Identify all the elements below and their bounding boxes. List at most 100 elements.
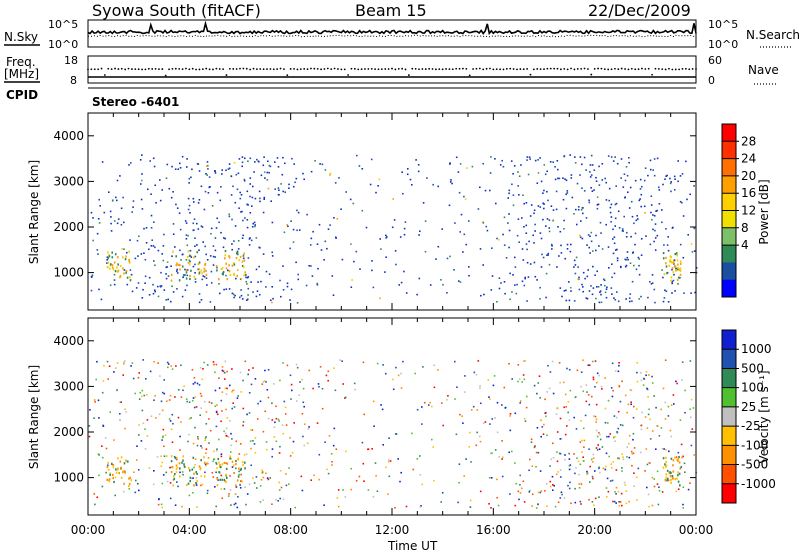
echo-point [171,255,173,257]
echo-point [592,477,594,480]
echo-point [340,208,342,210]
echo-point [559,417,562,420]
echo-point [318,478,320,481]
echo-point [647,461,650,464]
echo-point [240,480,242,482]
echo-point [630,235,632,238]
echo-point [653,158,656,160]
echo-point [612,238,614,240]
echo-point [552,489,554,491]
echo-point [672,271,675,274]
echo-point [679,467,682,470]
echo-point [169,482,172,484]
echo-point [463,475,465,477]
echo-point [631,464,633,467]
echo-point [160,455,162,457]
echo-point [596,381,598,384]
echo-point [580,483,583,485]
echo-point [105,471,107,474]
nsky-label: N.Sky [4,30,38,44]
nave-point [380,68,383,70]
echo-point [155,202,157,204]
echo-point [265,472,267,475]
echo-point [242,265,245,269]
echo-point [582,390,585,393]
echo-point [619,424,622,426]
echo-point [170,460,173,463]
echo-point [280,295,282,298]
echo-point [124,258,127,261]
echo-point [649,168,652,171]
echo-point [328,435,331,437]
echo-point [153,289,156,291]
echo-point [129,476,132,479]
echo-point [196,444,199,447]
echo-point [449,162,451,164]
echo-point [630,450,633,453]
echo-point [200,445,202,447]
echo-point [610,203,613,206]
echo-point [673,259,676,262]
echo-point [633,222,635,225]
echo-point [490,289,493,291]
echo-point [247,294,249,296]
echo-point [377,185,379,187]
echo-point [200,299,203,301]
echo-point [242,254,245,257]
echo-point [162,259,165,262]
echo-point [588,246,590,249]
echo-point [249,440,252,442]
echo-point [517,364,520,366]
echo-point [96,360,98,363]
echo-point [573,416,575,419]
echo-point [206,165,208,167]
echo-point [635,408,638,410]
echo-point [596,270,598,273]
echo-point [160,503,163,506]
nave-point [387,68,390,70]
echo-point [602,467,605,470]
echo-point [570,177,573,179]
echo-point [586,391,588,393]
echo-point [318,223,321,226]
echo-point [582,212,584,215]
echo-point [616,162,619,165]
echo-point [186,158,188,160]
echo-point [171,413,174,416]
echo-point [468,220,470,222]
echo-point [356,154,358,157]
echo-point [594,415,597,418]
echo-point [507,222,509,224]
echo-point [397,458,399,460]
nave-point [117,68,120,70]
echo-point [302,387,305,390]
echo-point [161,253,163,255]
echo-point [606,286,608,289]
echo-point [310,265,312,267]
echo-point [204,471,206,474]
echo-point [120,207,123,210]
freq-label: Freq. [6,55,36,69]
echo-point [117,457,119,460]
echo-point [421,406,423,408]
echo-point [143,252,145,254]
echo-point [168,418,171,420]
echo-point [497,504,500,507]
echo-point [614,491,616,493]
echo-point [399,480,401,483]
echo-point [333,367,335,369]
echo-point [692,407,695,409]
colorbar-tick-label: 12 [741,204,756,218]
echo-point [579,236,582,239]
echo-point [690,243,693,245]
echo-point [468,446,471,448]
echo-point [664,359,667,361]
echo-point [271,301,273,304]
echo-point [342,489,344,491]
echo-point [181,253,184,256]
echo-point [605,487,608,489]
echo-point [613,236,616,238]
echo-point [148,248,150,251]
nave-point [664,68,667,71]
